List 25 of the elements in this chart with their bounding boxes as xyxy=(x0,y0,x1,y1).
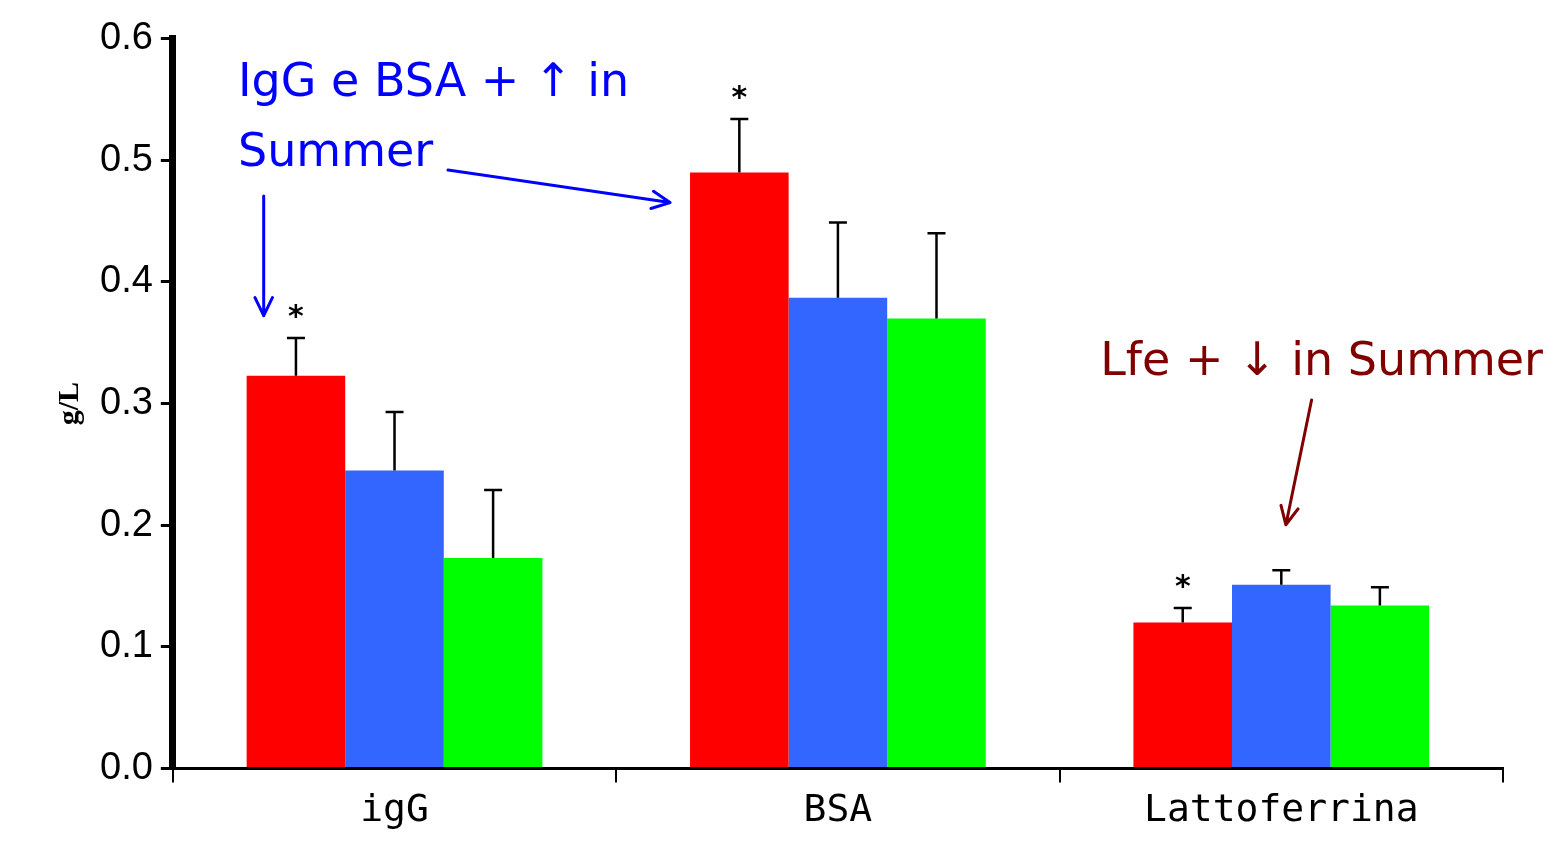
x-tick-label: BSA xyxy=(803,786,873,831)
bar xyxy=(690,172,789,767)
y-tick-label: 0.6 xyxy=(100,15,153,58)
annotation: * xyxy=(1174,567,1191,603)
x-tick-label: igG xyxy=(360,786,429,831)
y-tick-label: 0.1 xyxy=(100,623,153,666)
bar xyxy=(788,297,888,767)
y-tick-label: 0.5 xyxy=(100,136,153,179)
y-axis-title: g/L xyxy=(50,381,84,426)
annotation: * xyxy=(288,297,305,333)
annotation: IgG e BSA + ↑ in Summer xyxy=(238,53,630,177)
bar xyxy=(1330,605,1430,767)
y-tick-label: 0.3 xyxy=(100,380,153,423)
y-tick-label: 0.0 xyxy=(100,744,153,787)
annotation: * xyxy=(731,79,748,115)
bar xyxy=(345,470,444,767)
bar xyxy=(443,558,543,767)
y-tick-label: 0.2 xyxy=(100,501,153,544)
y-tick-label: 0.4 xyxy=(100,258,153,301)
bar xyxy=(1232,584,1331,767)
bar xyxy=(887,318,986,767)
x-tick-label: Lattoferrina xyxy=(1144,786,1419,831)
annotation: Lfe + ↓ in Summer xyxy=(1100,332,1544,386)
bar xyxy=(246,375,346,767)
bar xyxy=(1133,622,1233,767)
